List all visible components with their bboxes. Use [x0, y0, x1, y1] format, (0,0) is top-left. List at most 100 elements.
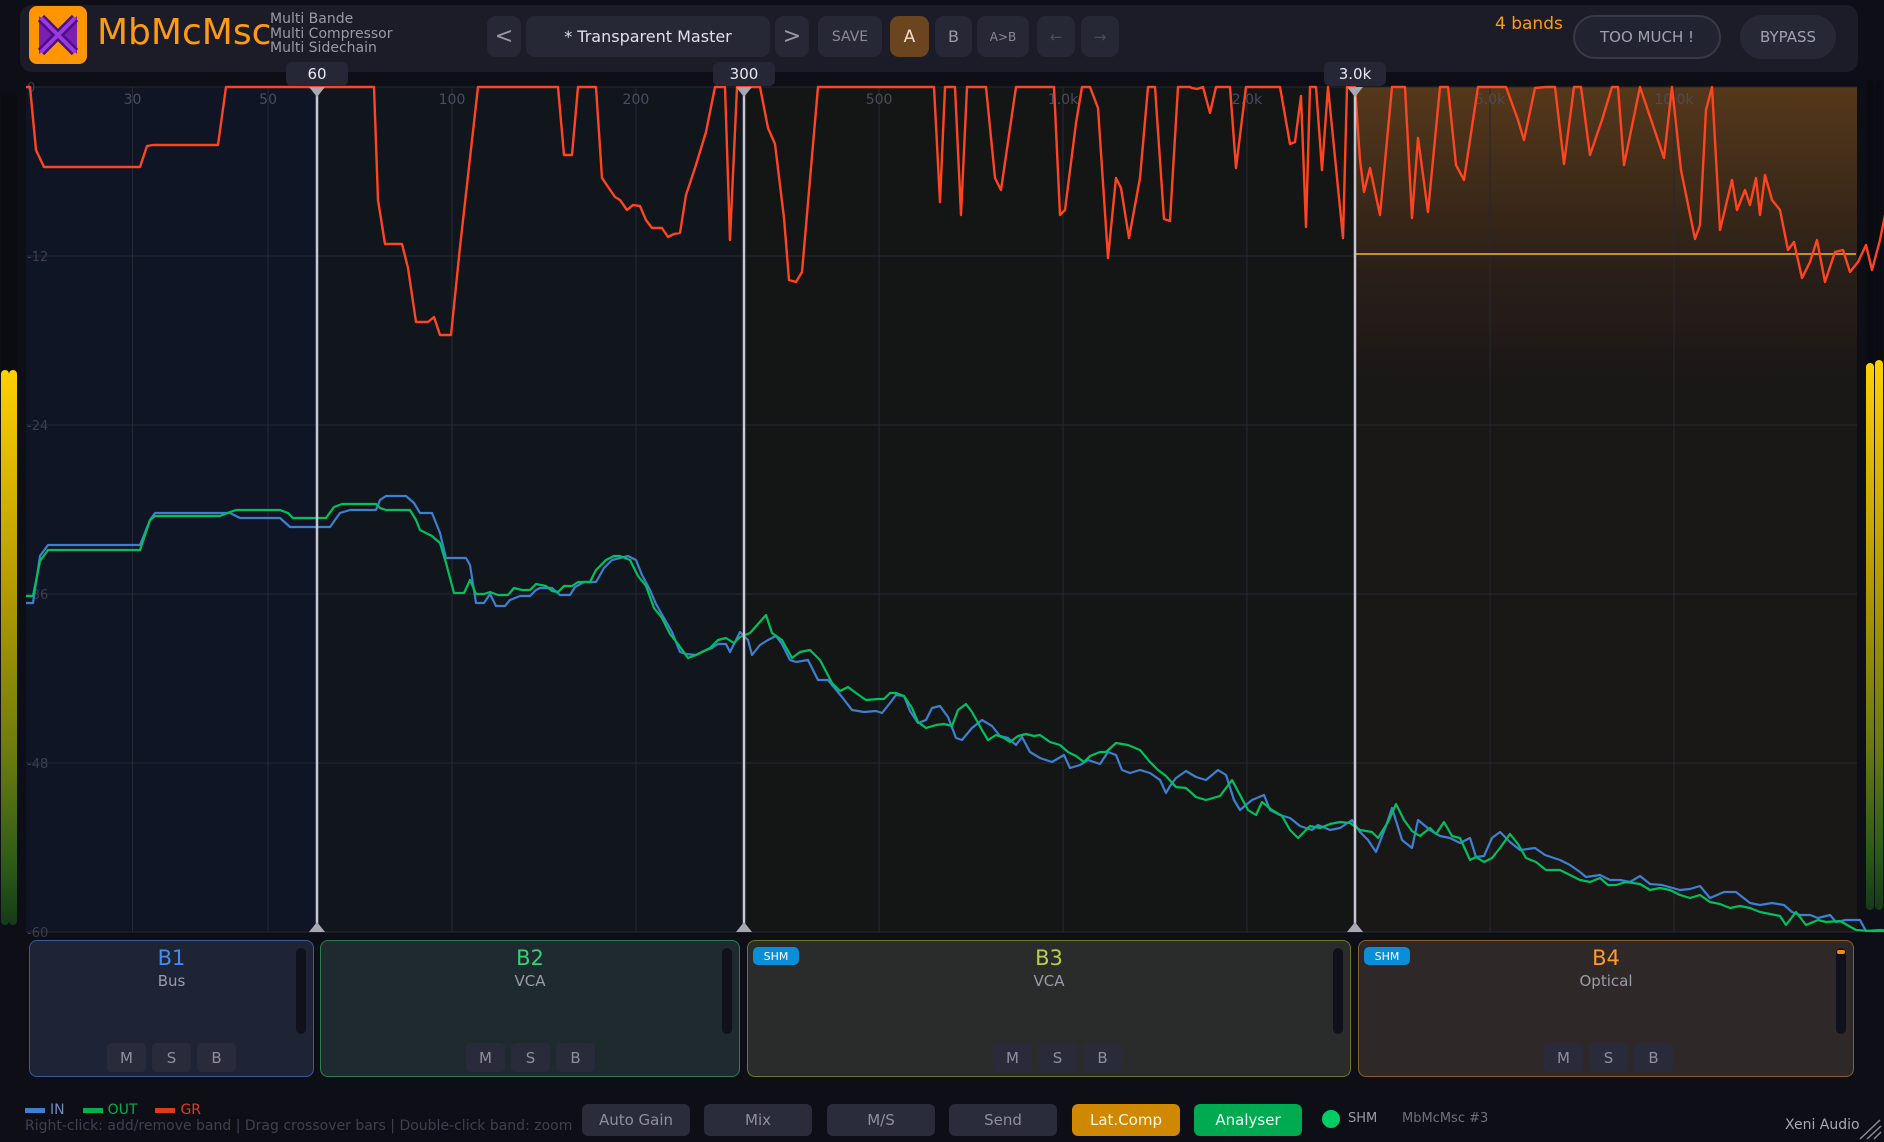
- band-type: VCA: [1033, 972, 1065, 990]
- bypass-button[interactable]: BYPASS: [1740, 15, 1836, 59]
- x-tick-label: 5.0k: [1475, 92, 1506, 108]
- x-tick-label: 1.0k: [1048, 92, 1079, 108]
- arrow-right-icon: →: [1093, 27, 1107, 46]
- subtitle-line: Multi Sidechain: [270, 40, 377, 56]
- analyser-toggle-button[interactable]: Analyser: [1194, 1104, 1302, 1136]
- band-solo-button[interactable]: S: [1589, 1043, 1628, 1072]
- redo-button[interactable]: →: [1081, 16, 1119, 57]
- legend-item-gr: GR: [155, 1102, 201, 1118]
- x-tick-label: 200: [623, 92, 650, 108]
- crossover-label-1[interactable]: 60: [286, 62, 348, 86]
- crossover-bars: [309, 87, 1363, 932]
- band-name: B1: [157, 946, 186, 970]
- spectrum-analyzer[interactable]: 30 50 100 200 500 1.0k 2.0k 5.0k 10.0k 0-12-24-3…: [0, 0, 1884, 940]
- crossover-label-3[interactable]: 3.0k: [1324, 62, 1386, 86]
- logo-x-icon: [37, 14, 79, 56]
- meter-fill: [9, 370, 17, 925]
- band-card-b3[interactable]: SHM B3 VCA M S B: [747, 940, 1351, 1077]
- next-preset-button[interactable]: >: [775, 16, 809, 57]
- band-type: Bus: [157, 972, 186, 990]
- x-tick-label: 30: [124, 92, 142, 108]
- band-gr-meter: [1836, 948, 1846, 1034]
- band-solo-button[interactable]: S: [511, 1043, 550, 1072]
- brand-label: Xeni Audio: [1785, 1117, 1860, 1133]
- band-solo-button[interactable]: S: [152, 1043, 191, 1072]
- band-mute-button[interactable]: M: [466, 1043, 505, 1072]
- band-gr-meter: [1333, 948, 1343, 1034]
- chart-legend: IN OUT GR: [25, 1102, 201, 1118]
- y-tick-label: -12: [27, 250, 48, 265]
- band-mute-button[interactable]: M: [1544, 1043, 1583, 1072]
- app-logo: [29, 6, 87, 64]
- band-gr-meter: [296, 948, 306, 1034]
- app-subtitle: Multi Bande Multi Compressor Multi Sidec…: [270, 12, 393, 56]
- gr-peak-indicator: [1837, 950, 1845, 954]
- y-axis-ticks: 0-12-24-36-48-60: [27, 81, 48, 940]
- band-bypass-button[interactable]: B: [1634, 1043, 1673, 1072]
- y-tick-label: -24: [27, 419, 48, 434]
- band-bypass-button[interactable]: B: [556, 1043, 595, 1072]
- mid-side-button[interactable]: M/S: [827, 1104, 935, 1136]
- x-tick-label: 500: [866, 92, 893, 108]
- band-solo-button[interactable]: S: [1038, 1043, 1077, 1072]
- y-tick-label: -60: [27, 926, 48, 940]
- shm-status-indicator[interactable]: [1322, 1110, 1340, 1128]
- x-axis-ticks: 30 50 100 200 500 1.0k 2.0k 5.0k 10.0k: [124, 92, 1695, 108]
- crossover-bar-3[interactable]: [1347, 87, 1363, 932]
- copy-a-to-b-button[interactable]: A>B: [977, 16, 1029, 57]
- app-title: MbMcMsc: [97, 12, 272, 53]
- send-button[interactable]: Send: [949, 1104, 1057, 1136]
- gain-reduction-line: [26, 85, 1884, 337]
- band-card-b4[interactable]: SHM B4 Optical M S B: [1358, 940, 1854, 1077]
- band-name: B3: [1035, 946, 1063, 970]
- band-type: VCA: [514, 972, 546, 990]
- legend-item-out: OUT: [82, 1102, 137, 1118]
- meter-fill: [1, 370, 9, 925]
- resize-grip-icon[interactable]: [1858, 1118, 1882, 1140]
- x-tick-label: 50: [259, 92, 277, 108]
- legend-swatch: [82, 1107, 103, 1113]
- crossover-label-2[interactable]: 300: [713, 62, 775, 86]
- band-card-b1[interactable]: B1 Bus M S B: [29, 940, 314, 1077]
- ab-slot-a-button[interactable]: A: [890, 16, 929, 57]
- too-much-button[interactable]: TOO MUCH !: [1573, 15, 1721, 59]
- mix-button[interactable]: Mix: [704, 1104, 812, 1136]
- band-bypass-button[interactable]: B: [197, 1043, 236, 1072]
- x-tick-label: 100: [439, 92, 466, 108]
- band-mute-button[interactable]: M: [107, 1043, 146, 1072]
- auto-gain-button[interactable]: Auto Gain: [582, 1104, 690, 1136]
- ab-slot-b-button[interactable]: B: [935, 16, 972, 57]
- crossover-bar-2[interactable]: [736, 87, 752, 932]
- output-meter-left: [1866, 80, 1874, 910]
- shm-label: SHM: [1348, 1111, 1378, 1126]
- undo-button[interactable]: ←: [1037, 16, 1075, 57]
- output-spectrum-line: [26, 502, 1884, 933]
- usage-hint: Right-click: add/remove band | Drag cros…: [25, 1118, 573, 1134]
- band-name: B2: [516, 946, 544, 970]
- preset-name-field[interactable]: * Transparent Master: [526, 16, 770, 57]
- save-button[interactable]: SAVE: [818, 16, 882, 57]
- latency-compensation-button[interactable]: Lat.Comp: [1072, 1104, 1180, 1136]
- band-mute-button[interactable]: M: [993, 1043, 1032, 1072]
- y-tick-label: -36: [27, 588, 48, 603]
- chevron-left-icon: <: [494, 24, 514, 49]
- subtitle-line: Multi Compressor: [270, 25, 393, 42]
- meter-fill: [1866, 363, 1874, 910]
- subtitle-line: Multi Bande: [270, 11, 354, 27]
- band-type: Optical: [1579, 972, 1633, 990]
- legend-item-in: IN: [25, 1102, 65, 1118]
- meter-fill: [1875, 360, 1883, 910]
- legend-swatch: [25, 1107, 45, 1113]
- y-tick-label: -48: [27, 757, 48, 772]
- band-card-b2[interactable]: B2 VCA M S B: [320, 940, 740, 1077]
- crossover-bar-1[interactable]: [309, 87, 325, 932]
- input-meter-left: [1, 95, 9, 925]
- band-name: B4: [1592, 946, 1620, 970]
- band-gr-meter: [722, 948, 732, 1034]
- band-bypass-button[interactable]: B: [1083, 1043, 1122, 1072]
- shm-badge[interactable]: SHM: [1364, 947, 1410, 965]
- shm-badge[interactable]: SHM: [753, 947, 799, 965]
- input-meter-right: [9, 95, 17, 925]
- instance-name: MbMcMsc #3: [1402, 1111, 1489, 1126]
- prev-preset-button[interactable]: <: [487, 16, 521, 57]
